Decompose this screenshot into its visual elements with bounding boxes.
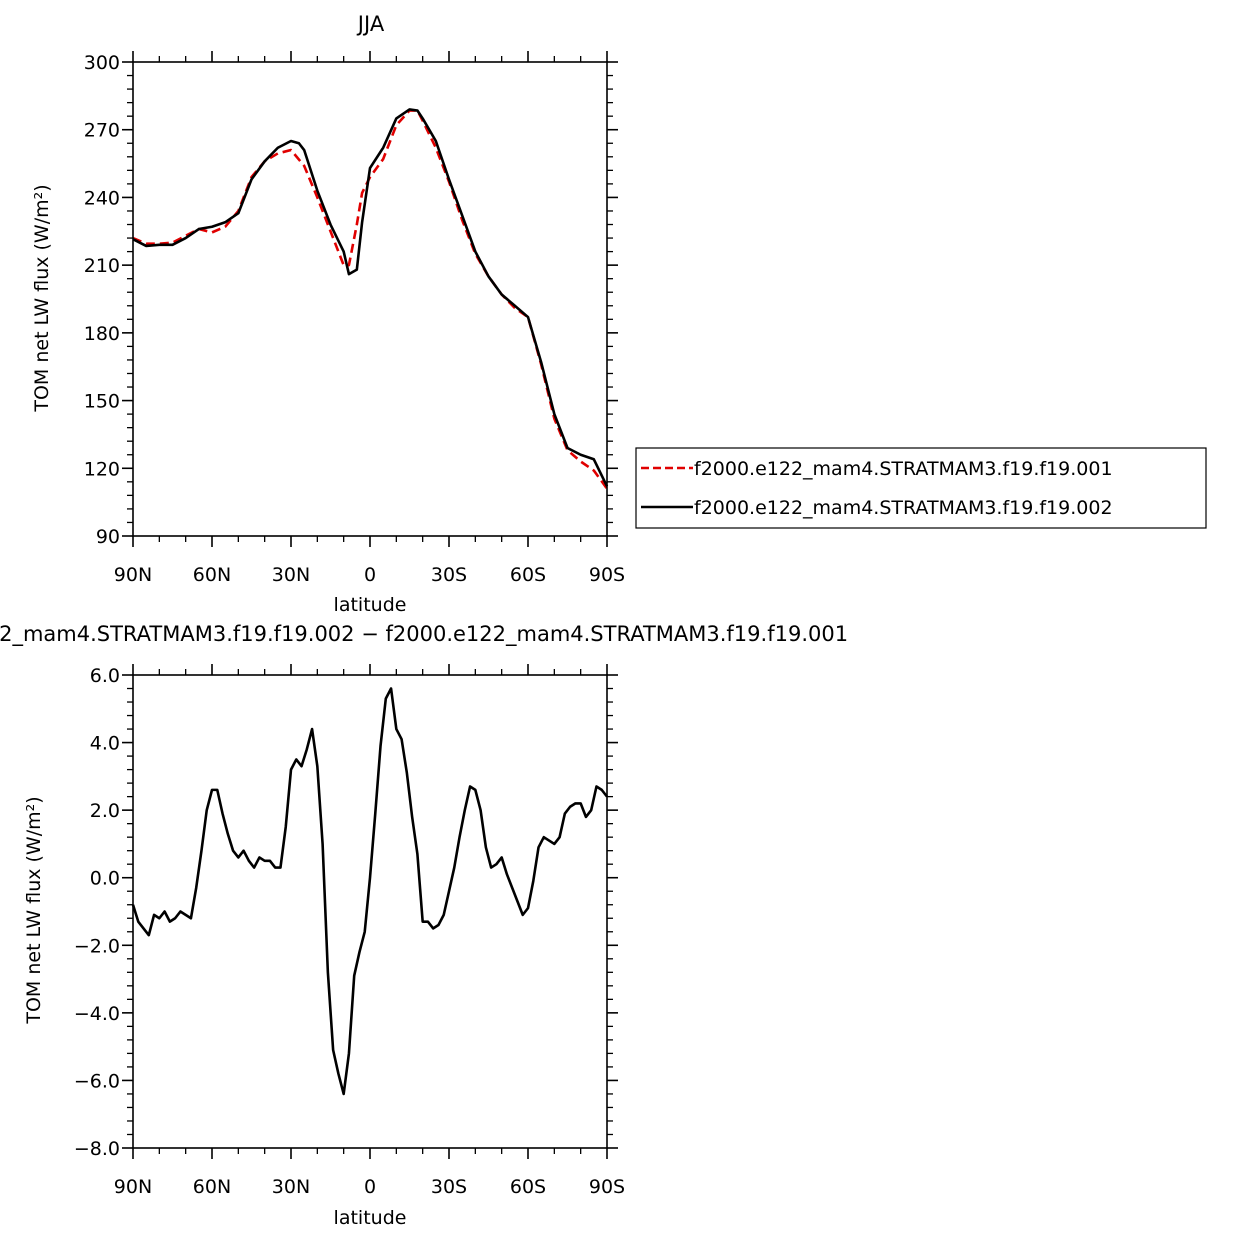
top-y-axis-title: TOM net LW flux (W/m²): [31, 184, 53, 412]
top-series-group: [132, 108, 609, 490]
top-chart-title: JJA: [356, 12, 385, 36]
panel1-x-tick-label: 0: [364, 1176, 376, 1198]
panel0-y-tick-label: 240: [84, 187, 120, 209]
panel1-x-tick-label: 60S: [510, 1176, 546, 1198]
panel0-y-tick-label: 180: [84, 323, 120, 345]
panel0-y-tick-label: 300: [84, 52, 120, 74]
panel1-x-tick-label: 30N: [272, 1176, 310, 1198]
panel0-x-tick-label: 30S: [431, 564, 467, 586]
panel0-y-tick-label: 150: [84, 391, 120, 413]
panel0-x-tick-label: 0: [364, 564, 376, 586]
panel1-y-tick-label: −2.0: [74, 935, 120, 957]
panel0-y-tick-label: 120: [84, 458, 120, 480]
panel0-y-tick-label: 90: [96, 526, 120, 548]
bottom-panel: f2000.e122_mam4.STRATMAM3.f19.f19.002 − …: [0, 622, 848, 1229]
legend-label-001: f2000.e122_mam4.STRATMAM3.f19.f19.001: [694, 458, 1113, 480]
top-panel: JJA 90 120 150 180 210 240 270 300 90N 60N 30N 0 30S…: [31, 12, 1207, 616]
legend-box: [635, 447, 1207, 529]
panel1-y-tick-label: 0.0: [90, 868, 120, 890]
panel1-y-tick-label: 2.0: [90, 800, 120, 822]
panel0-plot-frame: [132, 61, 608, 537]
legend: f2000.e122_mam4.STRATMAM3.f19.f19.001 f2…: [635, 447, 1207, 529]
panel1-x-tick-label: 60N: [193, 1176, 231, 1198]
bottom-y-axis-title: TOM net LW flux (W/m²): [23, 796, 45, 1024]
panel1-x-tick-label: 90N: [114, 1176, 152, 1198]
bottom-x-axis-title: latitude: [334, 1207, 407, 1229]
panel0-x-tick-label: 90S: [589, 564, 625, 586]
panel0-x-tick-label: 90N: [114, 564, 152, 586]
bottom-series-group: [131, 687, 609, 1096]
panel0-x-tick-label: 30N: [272, 564, 310, 586]
panel0-series-line-1: [132, 108, 609, 487]
panel0-y-tick-label: 210: [84, 255, 120, 277]
panel1-x-tick-label: 30S: [431, 1176, 467, 1198]
panel1-y-tick-label: −6.0: [74, 1070, 120, 1092]
top-x-axis-title: latitude: [334, 594, 407, 616]
panel0-x-tick-label: 60S: [510, 564, 546, 586]
panel1-y-tick-label: −8.0: [74, 1138, 120, 1160]
legend-label-002: f2000.e122_mam4.STRATMAM3.f19.f19.002: [694, 497, 1113, 519]
panel1-y-tick-label: −4.0: [74, 1003, 120, 1025]
panel1-series-line-0: [131, 687, 609, 1096]
panel0-x-tick-label: 60N: [193, 564, 231, 586]
panel0-y-tick-label: 270: [84, 120, 120, 142]
panel1-x-tick-label: 90S: [589, 1176, 625, 1198]
panel1-y-tick-label: 4.0: [90, 733, 120, 755]
panel1-y-tick-label: 6.0: [90, 665, 120, 687]
panel1-plot-frame: [132, 674, 608, 1149]
bottom-chart-title: f2000.e122_mam4.STRATMAM3.f19.f19.002 − …: [0, 622, 848, 647]
